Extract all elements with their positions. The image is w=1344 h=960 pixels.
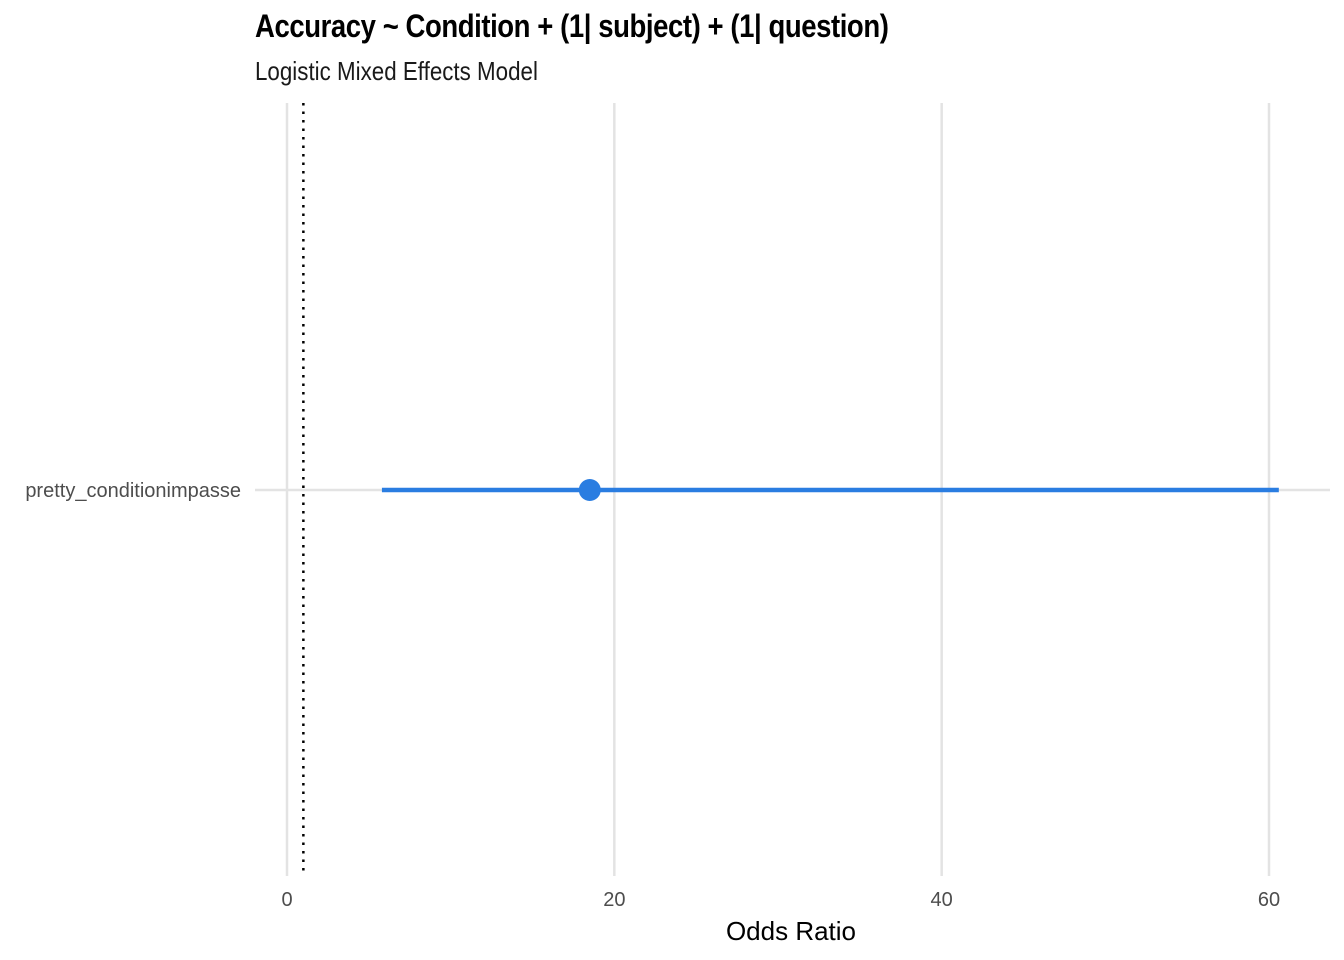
chart-title: Accuracy ~ Condition + (1| subject) + (1… <box>255 8 889 44</box>
chart-subtitle: Logistic Mixed Effects Model <box>255 56 538 86</box>
x-tick-label: 60 <box>1258 889 1280 911</box>
estimate-point <box>578 479 601 501</box>
x-tick-label: 0 <box>281 889 292 911</box>
x-axis-title: Odds Ratio <box>726 916 856 946</box>
x-tick-label: 20 <box>603 889 625 911</box>
y-tick-label: pretty_conditionimpasse <box>25 480 241 502</box>
x-tick-label: 40 <box>931 889 953 911</box>
